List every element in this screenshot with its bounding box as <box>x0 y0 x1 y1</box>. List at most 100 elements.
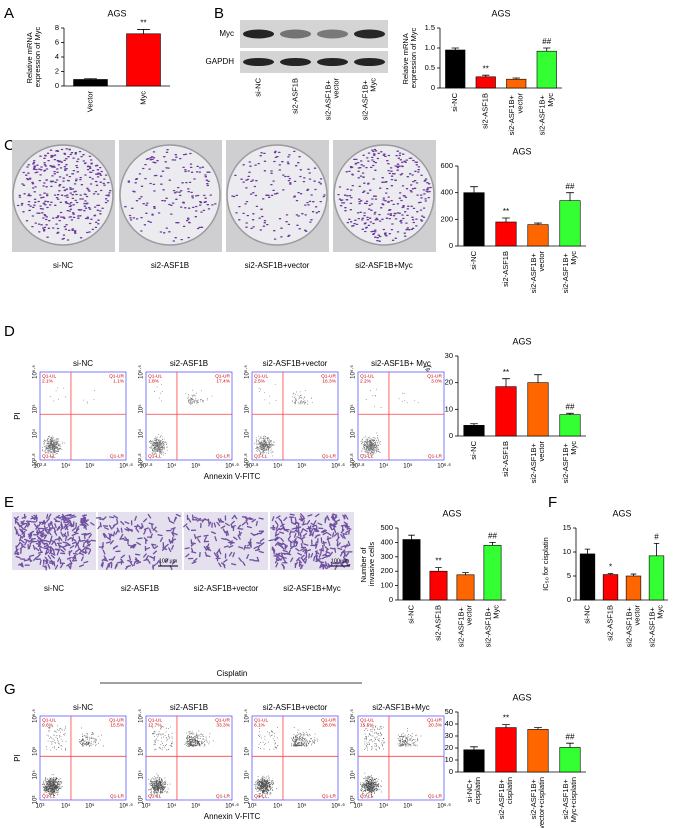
bar <box>579 553 596 601</box>
y-tick-label: 10³ <box>351 796 357 805</box>
significance-label: ## <box>566 402 575 411</box>
error-bar <box>470 186 478 193</box>
quadrant-value: 20.3% <box>428 722 442 728</box>
chart-title: AGS <box>512 692 531 702</box>
chart-title: AGS <box>491 8 510 18</box>
significance-label: * <box>609 563 612 572</box>
x-tick-label: si2-ASF1B+ vector <box>529 251 546 294</box>
quadrant-name: Q1-LL <box>42 793 56 799</box>
error-bar <box>435 567 442 572</box>
y-tick-label: 10⁶·⁶ <box>32 365 39 379</box>
x-tick-label: 10⁵ <box>297 803 307 810</box>
x-tick-label: si-NC <box>406 604 415 623</box>
y-tick-label: 10⁶·⁶ <box>244 365 251 379</box>
panel-letter: G <box>4 681 16 698</box>
error-bar <box>584 548 591 554</box>
quadrant-value: 15.5% <box>360 722 374 728</box>
bar <box>602 574 619 601</box>
y-tick-label: 500 <box>380 523 393 532</box>
x-tick-label: si2-ASF1B <box>501 251 510 287</box>
x-tick-label: 10⁶·⁶ <box>225 803 239 810</box>
x-tick-label: 10²·⁸ <box>33 463 47 470</box>
x-tick-label: si2-ASF1B+ vector <box>624 605 641 648</box>
bar <box>463 749 485 773</box>
bar <box>559 414 581 437</box>
bar <box>536 50 557 89</box>
x-tick-label: si2-ASF1B+ Myc <box>538 93 555 136</box>
quadrant-value: 17.4% <box>216 378 230 384</box>
chart-title: AGS <box>442 508 461 518</box>
plot-label: si-NC <box>73 359 93 368</box>
x-tick-label: 10⁴ <box>379 463 389 470</box>
y-tick-label: 10⁶·⁶ <box>32 709 39 723</box>
bar <box>429 570 448 601</box>
colonies <box>16 148 112 241</box>
x-tick-label: 10²·⁸ <box>139 463 153 470</box>
quadrant-value: 2.5% <box>254 378 266 384</box>
blot-band <box>279 58 312 66</box>
cell-events <box>148 383 213 458</box>
plot-label: si2-ASF1B+ Myc <box>371 359 431 368</box>
y-tick-label: 10⁵ <box>244 746 251 756</box>
cell-events <box>148 726 214 797</box>
x-tick-label: 10⁶·⁶ <box>331 463 345 470</box>
error-bar <box>462 572 469 575</box>
x-tick-label: si2-ASF1B+ Myc+cisplatin <box>561 777 578 822</box>
quadrant-value: 3.0% <box>431 378 443 384</box>
bar <box>495 386 517 437</box>
y-tick-label: 0 <box>389 595 393 604</box>
quadrant-name: Q1-UR <box>427 373 442 379</box>
bar <box>495 727 517 773</box>
y-axis-label: Number of invasive cells <box>359 542 376 586</box>
blot-band <box>316 29 349 39</box>
x-tick-label: si2-ASF1B+ vector+cisplatin <box>529 777 546 828</box>
y-tick-label: 10⁴ <box>244 429 251 439</box>
y-tick-label: 0.5 <box>425 63 435 72</box>
cell-events <box>254 726 319 799</box>
y-tick-label: 10⁶·⁶ <box>138 709 145 723</box>
image-label: si-NC <box>44 584 64 593</box>
chart-title: AGS <box>512 146 531 156</box>
y-tick-label: 0 <box>431 83 435 92</box>
significance-label: ** <box>503 714 509 723</box>
y-tick-label: 10⁴ <box>244 770 251 780</box>
plot-frame <box>357 715 445 801</box>
quadrant-name: Q1-UL <box>148 717 162 723</box>
panel-letter: F <box>548 494 557 511</box>
plot-label: si-NC <box>73 703 93 712</box>
lane-label: si2-ASF1B+ Myc <box>360 78 377 121</box>
blot-band <box>279 29 312 39</box>
y-tick-label: 10⁶·⁶ <box>350 709 357 723</box>
bar <box>402 539 421 601</box>
x-tick-label: 10³ <box>36 804 45 810</box>
y-tick-label: 10⁶·⁶ <box>244 709 251 723</box>
y-tick-label: 200 <box>440 214 453 223</box>
bar <box>506 78 527 89</box>
bar <box>463 192 485 247</box>
y-tick-label: 50 <box>445 707 453 716</box>
x-tick-label: 10³ <box>142 804 151 810</box>
quadrant-name: Q1-UR <box>109 373 124 379</box>
blot-band <box>242 58 275 66</box>
y-tick-label: 10⁴ <box>32 770 39 780</box>
quadrant-name: Q1-LL <box>360 453 374 459</box>
y-axis-label: PI <box>13 412 22 420</box>
x-tick-label: si2-ASF1B+ Myc <box>561 441 578 484</box>
x-axis-label: Annexin V-FITC <box>204 812 261 821</box>
quadrant-name: Q1-UL <box>254 717 268 723</box>
bar <box>648 555 665 601</box>
y-tick-label: 10²·⁸ <box>32 453 39 467</box>
x-tick-label: 10⁵ <box>297 463 307 470</box>
x-tick-label: si-NC <box>450 92 459 111</box>
y-tick-label: 10⁴ <box>350 770 357 780</box>
blot-band <box>353 29 386 39</box>
quadrant-name: Q1-UL <box>148 373 162 379</box>
x-tick-label: 10⁵ <box>191 463 201 470</box>
panel-letter: C <box>4 137 15 154</box>
y-tick-label: 8 <box>55 23 59 32</box>
y-tick-label: 10⁴ <box>138 770 145 780</box>
panel-letter: A <box>4 5 14 22</box>
y-tick-label: 600 <box>440 161 453 170</box>
error-bar <box>630 573 637 576</box>
y-tick-label: 10³ <box>33 796 39 805</box>
